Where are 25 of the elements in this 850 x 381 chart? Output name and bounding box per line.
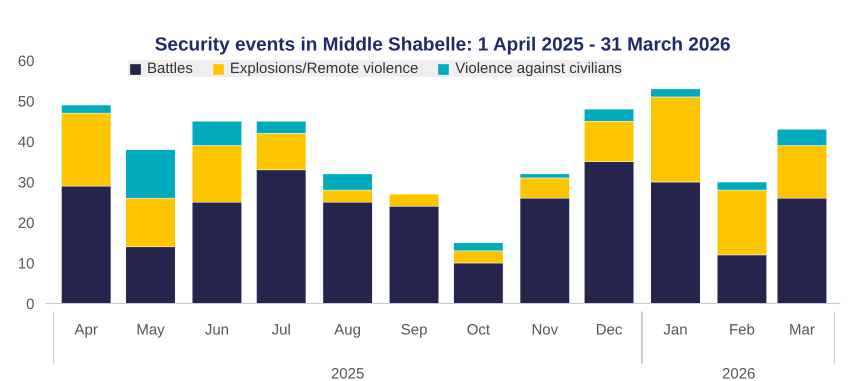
y-tick-label: 0	[26, 296, 34, 313]
text: 2025	[330, 366, 364, 381]
x-tick-label: Oct	[466, 322, 491, 338]
x-tick-label: Nov	[531, 322, 559, 338]
x-tick-label: Feb	[729, 322, 755, 338]
y-tick-label: 10	[18, 256, 35, 272]
x-tick-label: Aug	[334, 322, 361, 338]
x-tick-label: Jan	[663, 322, 688, 338]
x-tick-label: Sep	[400, 322, 428, 338]
x-tick-label: Jul	[272, 322, 291, 338]
y-tick-label: 40	[18, 134, 35, 151]
y-tick-label: 60	[18, 53, 35, 70]
text: 2026	[722, 366, 756, 381]
legend-label: Violence against civilians	[455, 60, 622, 77]
x-tick-label: Apr	[74, 322, 98, 338]
legend-label: Battles	[147, 60, 193, 77]
legend-label: Explosions/Remote violence	[230, 60, 418, 77]
chart-title: Security events in Middle Shabelle: 1 April 2025 - 31 March 2026	[154, 34, 731, 56]
y-tick-label: 20	[18, 215, 35, 232]
y-tick-label: 50	[18, 94, 35, 110]
x-tick-label: Mar	[789, 322, 815, 338]
x-tick-label: Dec	[596, 322, 623, 338]
x-tick-label: May	[136, 322, 166, 338]
x-tick-label: Jun	[204, 322, 230, 338]
y-tick-label: 30	[18, 174, 35, 192]
